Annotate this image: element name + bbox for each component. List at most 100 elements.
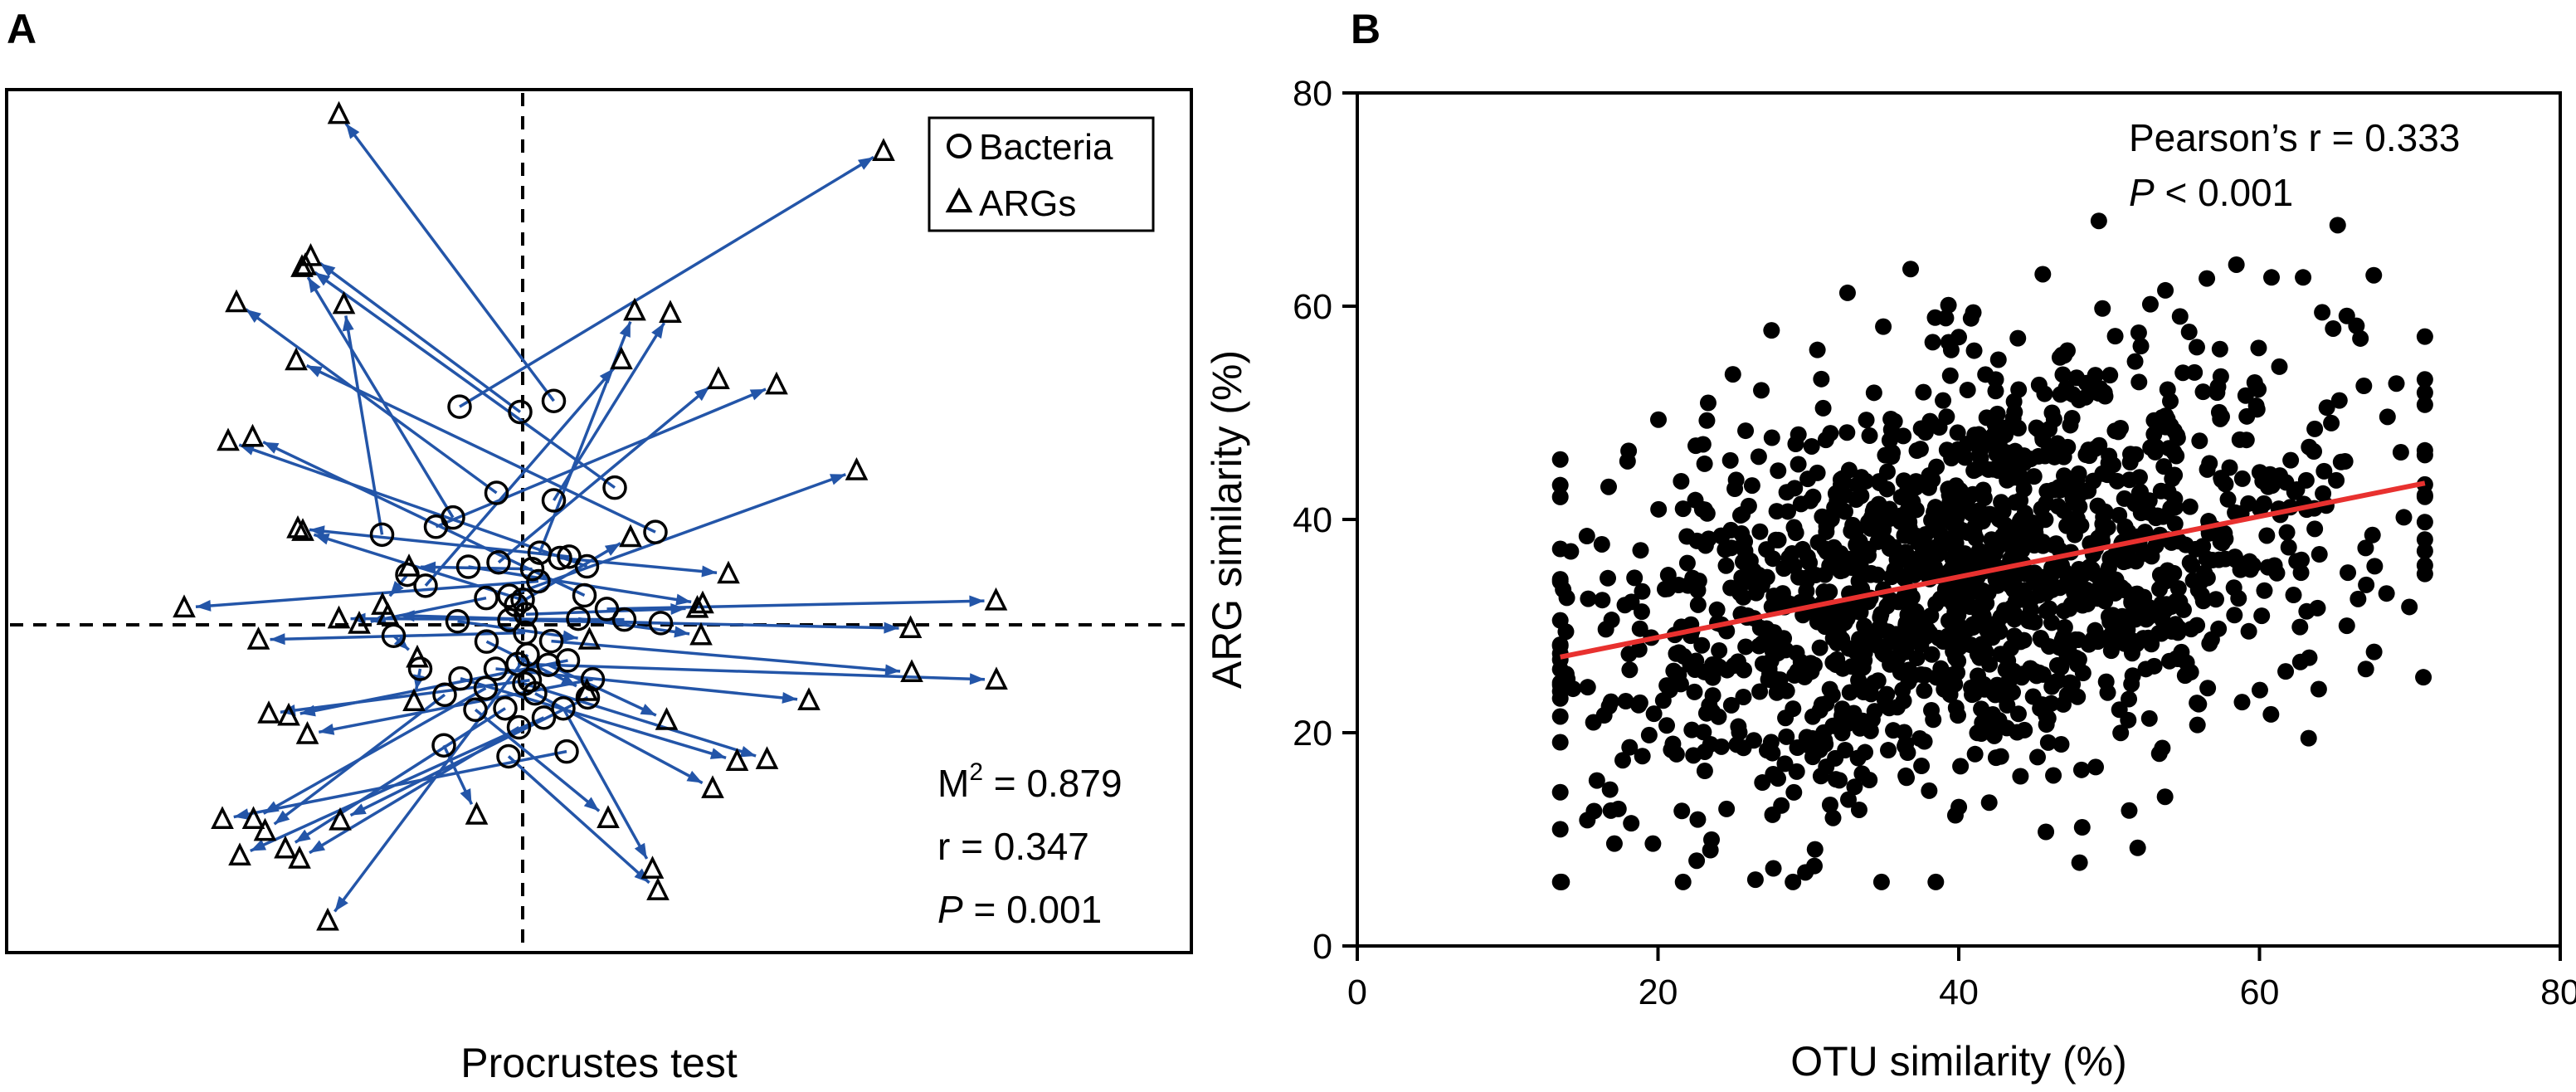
arrow-head xyxy=(420,561,436,573)
scatter-point xyxy=(1989,405,2006,422)
scatter-point xyxy=(1992,748,2009,765)
scatter-point xyxy=(2416,488,2433,505)
scatter-point xyxy=(1650,500,1668,518)
scatter-point xyxy=(1551,821,1569,838)
stat-m2: M2 = 0.879 xyxy=(937,758,1122,805)
scatter-point xyxy=(1698,505,1716,522)
scatter-point xyxy=(1809,341,1826,358)
scatter-point xyxy=(2282,451,2300,469)
procrustes-stats: M2 = 0.879 r = 0.347 P = 0.001 xyxy=(937,758,1122,931)
procrustes-arrow xyxy=(551,639,901,673)
scatter-point xyxy=(2116,490,2133,507)
scatter-point xyxy=(1950,522,1967,539)
arrow-head xyxy=(640,704,656,716)
scatter-point xyxy=(1821,796,1838,813)
scatter-point xyxy=(2301,649,2318,666)
bacteria-point xyxy=(531,705,557,730)
arrow-head xyxy=(830,474,846,485)
scatter-point xyxy=(2295,269,2312,286)
procrustes-arrows xyxy=(195,122,986,913)
arg-point xyxy=(717,560,740,584)
scatter-point xyxy=(2100,607,2117,625)
scatter-point xyxy=(1733,569,1751,587)
scatter-point xyxy=(1881,700,1898,717)
arrow-head xyxy=(306,365,323,378)
scatter-point xyxy=(2009,420,2027,437)
scatter-point xyxy=(1626,569,1643,587)
procrustes-arrow xyxy=(370,596,487,623)
scatter-point xyxy=(1926,309,1944,326)
scatter-point xyxy=(1999,471,2016,489)
scatter-point xyxy=(2416,557,2433,574)
scatter-point xyxy=(2238,407,2256,425)
scatter-point xyxy=(2052,481,2069,499)
scatter-point xyxy=(1921,782,1938,799)
arg-point xyxy=(597,805,620,828)
bacteria-point xyxy=(496,743,521,769)
scatter-point xyxy=(1687,652,1705,670)
scatter-points xyxy=(1551,212,2433,890)
scatter-point xyxy=(1787,435,1804,452)
scatter-point xyxy=(1963,505,1980,522)
scatter-point xyxy=(1896,724,1913,741)
stat-r: r = 0.347 xyxy=(937,825,1089,868)
scatter-point xyxy=(2203,631,2220,648)
bacteria-point xyxy=(486,549,511,575)
scatter-point xyxy=(2176,667,2194,685)
scatter-point xyxy=(2207,591,2224,608)
scatter-point xyxy=(1839,791,1857,808)
arg-point xyxy=(173,594,196,618)
scatter-point xyxy=(1977,366,1994,383)
scatter-point xyxy=(1878,480,1896,498)
scatter-point xyxy=(2350,590,2367,607)
scatter-point xyxy=(2330,392,2348,409)
scatter-point xyxy=(1872,873,1890,890)
arg-point xyxy=(725,748,749,772)
scatter-point xyxy=(1912,665,1930,683)
scatter-point xyxy=(1679,577,1697,594)
scatter-point xyxy=(2140,709,2158,727)
scatter-point xyxy=(1992,646,2009,663)
scatter-point xyxy=(1894,592,1911,610)
scatter-point xyxy=(1754,655,1771,672)
scatter-point xyxy=(1689,596,1707,613)
bacteria-point xyxy=(611,607,637,632)
scatter-point xyxy=(2054,366,2072,383)
arrow-head xyxy=(739,745,757,758)
scatter-point xyxy=(1764,806,1781,823)
scatter-point xyxy=(1551,783,1569,801)
bacteria-point xyxy=(519,556,545,582)
bacteria-point xyxy=(643,519,668,544)
scatter-point xyxy=(1875,318,1892,335)
arrow-head xyxy=(389,580,404,597)
scatter-point xyxy=(1814,399,1832,417)
arrow-head xyxy=(604,543,621,556)
arg-point xyxy=(295,721,319,744)
scatter-point xyxy=(1764,744,1781,762)
scatter-point xyxy=(2416,371,2433,388)
scatter-point xyxy=(2246,373,2263,391)
scatter-point xyxy=(1836,486,1853,504)
scatter-point xyxy=(1658,677,1676,695)
scatter-point xyxy=(1768,684,1785,701)
bacteria-point xyxy=(506,714,532,740)
scatter-point xyxy=(1585,714,1602,731)
scatter-point xyxy=(2328,471,2345,489)
bacteria-point xyxy=(648,611,674,636)
scatter-point xyxy=(1713,528,1731,545)
bacteria-point xyxy=(423,514,449,539)
scatter-point xyxy=(2415,669,2432,686)
scatter-point xyxy=(1758,568,1775,586)
scatter-point xyxy=(1741,552,1759,569)
correlation-annotation: Pearson’s r = 0.333 P < 0.001 xyxy=(2129,116,2460,214)
scatter-point xyxy=(2352,329,2369,347)
arg-point xyxy=(575,678,599,701)
bacteria-point xyxy=(575,685,601,710)
scatter-point xyxy=(2194,592,2212,610)
arg-point xyxy=(348,611,371,634)
scatter-point xyxy=(1963,679,1980,696)
scatter-point xyxy=(2140,492,2158,509)
arrow-head xyxy=(634,868,650,883)
bacteria-point xyxy=(474,585,499,611)
scatter-point xyxy=(1867,626,1884,643)
